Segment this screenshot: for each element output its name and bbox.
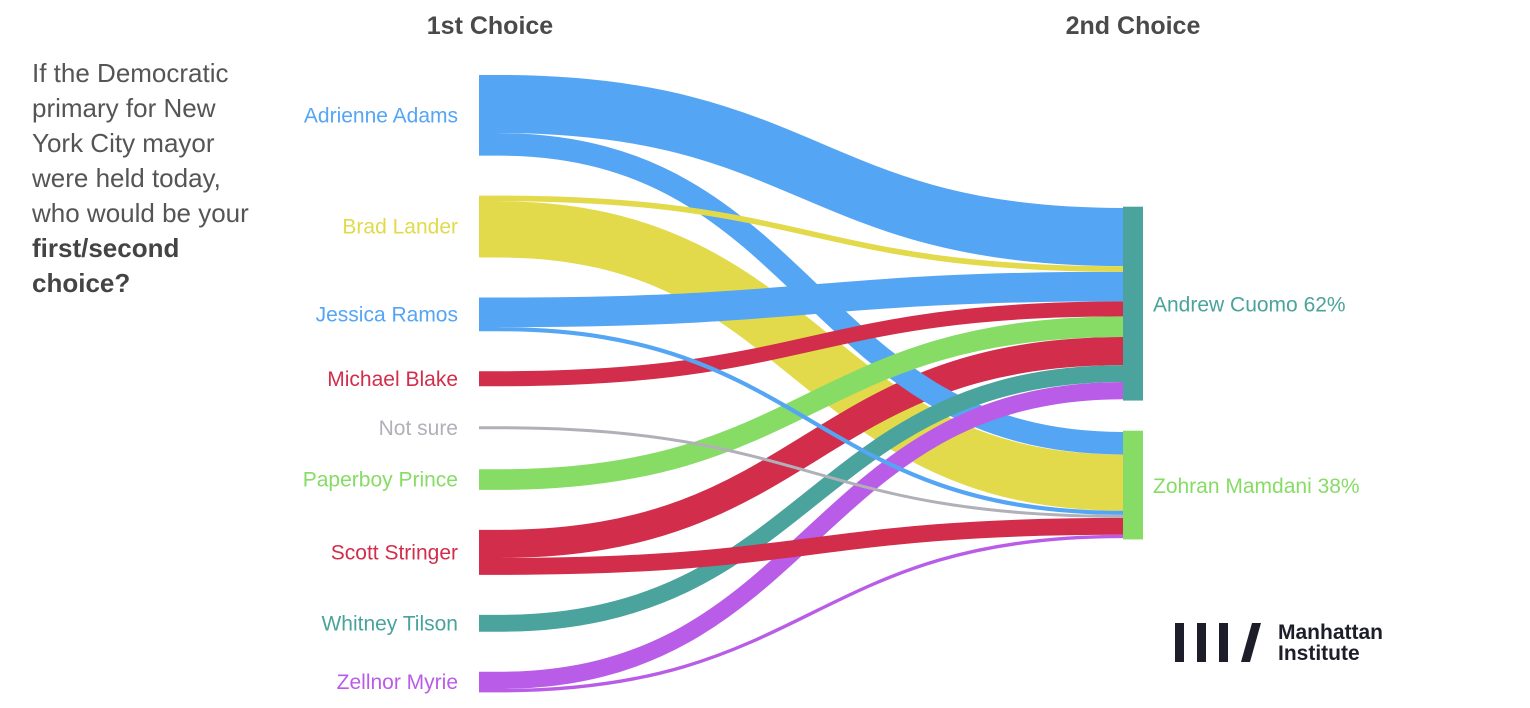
label-brad-lander: Brad Lander — [342, 216, 458, 239]
link-zellnor-myrie-to-andrew-cuomo — [498, 382, 1124, 689]
node-michael-blake — [479, 371, 499, 387]
link-adrienne-adams-to-andrew-cuomo — [498, 75, 1124, 267]
node-not-sure — [479, 426, 499, 430]
link-adrienne-adams-to-zohran-mamdani — [498, 133, 1124, 455]
column-header-first-choice: 1st Choice — [427, 12, 554, 40]
logo-line-1: Manhattan — [1278, 621, 1383, 644]
link-not-sure-to-zohran-mamdani — [498, 426, 1124, 518]
link-jessica-ramos-to-zohran-mamdani — [498, 327, 1124, 515]
node-paperboy-prince — [479, 469, 499, 490]
label-whitney-tilson: Whitney Tilson — [321, 612, 458, 635]
link-paperboy-prince-to-andrew-cuomo — [498, 316, 1124, 490]
column-header-second-choice: 2nd Choice — [1066, 12, 1201, 40]
logo-wordmark: Manhattan Institute — [1278, 622, 1383, 664]
label-zohran-mamdani: Zohran Mamdani 38% — [1153, 475, 1360, 498]
label-scott-stringer: Scott Stringer — [331, 541, 458, 564]
link-brad-lander-to-zohran-mamdani — [498, 201, 1124, 511]
manhattan-institute-logo: Manhattan Institute — [1175, 620, 1415, 665]
node-adrienne-adams — [479, 75, 499, 156]
sankey-labels: Adrienne Adams Brad Lander Jessica Ramos Mi… — [303, 104, 1360, 694]
logo-line-2: Institute — [1278, 642, 1360, 665]
node-andrew-cuomo — [1123, 206, 1143, 401]
label-paperboy-prince: Paperboy Prince — [303, 469, 458, 492]
label-adrienne-adams: Adrienne Adams — [304, 104, 458, 127]
label-zellnor-myrie: Zellnor Myrie — [337, 671, 458, 694]
node-brad-lander — [479, 195, 499, 258]
link-zellnor-myrie-to-zohran-mamdani — [498, 534, 1124, 693]
label-michael-blake: Michael Blake — [327, 368, 458, 391]
question-lead: If the Democratic primary for New York C… — [32, 58, 249, 228]
node-whitney-tilson — [479, 614, 499, 632]
label-jessica-ramos: Jessica Ramos — [316, 303, 458, 326]
question-emphasis: first/second choice? — [32, 233, 180, 298]
node-zohran-mamdani — [1123, 430, 1143, 540]
label-andrew-cuomo: Andrew Cuomo 62% — [1153, 294, 1346, 317]
node-jessica-ramos — [479, 297, 499, 332]
link-whitney-tilson-to-andrew-cuomo — [498, 365, 1124, 632]
manhattan-institute-mark-icon — [1175, 623, 1261, 662]
node-zellnor-myrie — [479, 671, 499, 693]
link-scott-stringer-to-andrew-cuomo — [498, 337, 1124, 559]
sankey-links — [498, 75, 1124, 693]
link-brad-lander-to-andrew-cuomo — [498, 195, 1124, 272]
question-text: If the Democratic primary for New York C… — [32, 56, 267, 301]
sankey-nodes — [479, 75, 1143, 693]
node-scott-stringer — [479, 529, 499, 575]
link-michael-blake-to-andrew-cuomo — [498, 301, 1124, 387]
link-scott-stringer-to-zohran-mamdani — [498, 517, 1124, 575]
label-not-sure: Not sure — [379, 417, 458, 440]
